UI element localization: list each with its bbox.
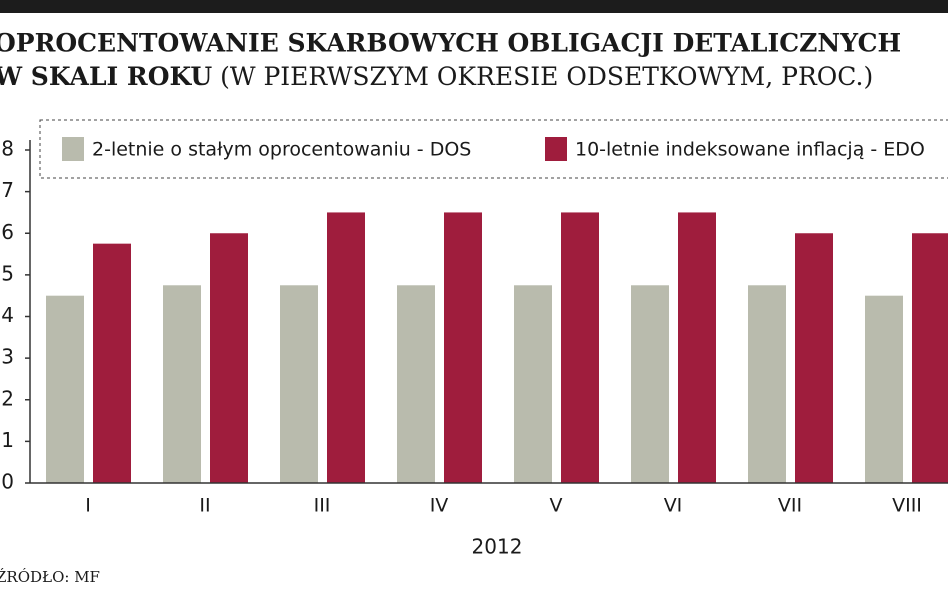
x-tick-label: II — [199, 495, 210, 517]
x-tick-label: VI — [664, 495, 683, 517]
subtitle: (W PIERWSZYM OKRESIE ODSETKOWYM, PROC.) — [220, 62, 873, 91]
legend-label: 10-letnie indeksowane inflacją - EDO — [575, 139, 925, 161]
bar — [561, 212, 599, 483]
x-tick-label: III — [314, 495, 331, 517]
y-tick-label: 6 — [1, 220, 14, 244]
chart-title: OPROCENTOWANIE SKARBOWYCH OBLIGACJI DETA… — [0, 29, 901, 58]
x-tick-label: VII — [778, 495, 802, 517]
bar — [93, 243, 131, 483]
bar — [514, 285, 552, 483]
y-tick-label: 2 — [1, 386, 14, 410]
bar — [280, 285, 318, 483]
subtitle-bold: W SKALI ROKU — [0, 62, 212, 91]
source: ŹRÓDŁO: MF — [0, 568, 100, 586]
bar — [210, 233, 248, 483]
bar — [631, 285, 669, 483]
bar — [163, 285, 201, 483]
legend-box — [39, 119, 948, 179]
y-tick-label: 8 — [1, 137, 14, 161]
bar — [444, 212, 482, 483]
bar — [46, 295, 84, 483]
x-tick-label: V — [550, 495, 563, 517]
bar — [327, 212, 365, 483]
y-tick-label: 0 — [1, 470, 14, 494]
y-tick-label: 4 — [1, 303, 14, 327]
legend-label: 2-letnie o stałym oprocentowaniu - DOS — [92, 139, 471, 161]
x-tick-label: IV — [430, 495, 449, 517]
x-axis-label: 2012 — [472, 535, 523, 559]
bar — [865, 295, 903, 483]
x-tick-label: I — [85, 495, 91, 517]
legend-swatch — [545, 137, 567, 161]
bar — [912, 233, 948, 483]
y-tick-label: 5 — [1, 261, 14, 285]
bar — [397, 285, 435, 483]
x-tick-label: VIII — [892, 495, 922, 517]
legend-swatch — [62, 137, 84, 161]
bar — [748, 285, 786, 483]
y-tick-label: 3 — [1, 345, 14, 369]
y-tick-label: 1 — [1, 428, 14, 452]
bar — [795, 233, 833, 483]
bar — [678, 212, 716, 483]
chart-subtitle: W SKALI ROKU (W PIERWSZYM OKRESIE ODSETK… — [0, 62, 873, 91]
y-tick-label: 7 — [1, 178, 14, 202]
top-bar — [0, 0, 948, 13]
